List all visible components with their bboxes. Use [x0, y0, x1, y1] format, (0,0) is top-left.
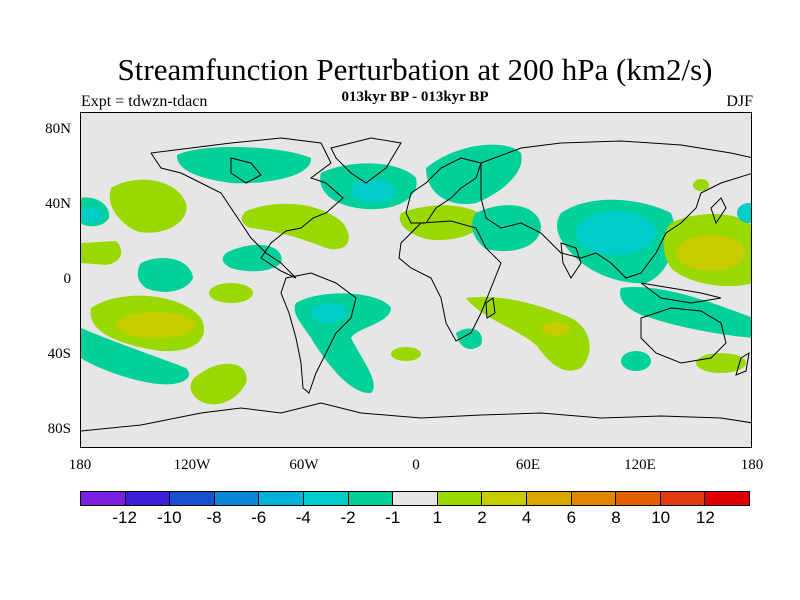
lat-label: 80N [45, 121, 71, 137]
contour-region [399, 205, 486, 241]
colorbar-label: 10 [651, 508, 671, 527]
contour-region [576, 211, 656, 255]
coastline-india [560, 242, 582, 279]
lon-label: 180 [740, 457, 764, 473]
contour-region [176, 147, 312, 184]
contour-region [81, 328, 190, 385]
colorbar-label: 12 [695, 508, 715, 527]
coastline-south-america [280, 272, 357, 394]
colorbar-label: 8 [611, 508, 621, 527]
coastline-new-zealand [735, 351, 750, 376]
experiment-label: Expt = tdwzn-tdacn [81, 93, 208, 110]
colorbar-box [393, 492, 438, 505]
colorbar-box [705, 492, 749, 505]
colorbar-label: -8 [206, 508, 222, 527]
coastlines [81, 137, 751, 432]
lon-label: 120E [624, 457, 656, 473]
contour-region [456, 328, 482, 349]
contour-region [693, 179, 709, 191]
contour-region [311, 303, 347, 323]
colorbar-box [214, 492, 260, 505]
coastline-africa [398, 220, 502, 342]
contour-region [109, 179, 187, 233]
colorbar-box [482, 492, 527, 505]
colorbar-label: 6 [566, 508, 577, 527]
colorbar [80, 491, 750, 506]
contour-fields [81, 144, 751, 405]
lon-label: 180 [68, 457, 92, 473]
colorbar-label: 1 [432, 508, 443, 527]
contour-region [81, 241, 122, 265]
colorbar-box [437, 492, 483, 505]
contour-region [676, 235, 746, 271]
contour-region [351, 179, 395, 203]
season-label: DJF [726, 93, 753, 110]
contour-region [137, 258, 193, 292]
contour-region [81, 207, 103, 223]
colorbar-box [348, 492, 394, 505]
contour-region [472, 205, 541, 252]
colorbar-box [170, 492, 215, 505]
coastline-australia [640, 307, 727, 364]
map-svg [81, 113, 751, 447]
lat-label: 40N [45, 196, 71, 212]
colorbar-box [571, 492, 617, 505]
lon-label: 60W [289, 457, 319, 473]
contour-region [222, 244, 282, 272]
colorbar-box [660, 492, 706, 505]
coastline-japan [710, 197, 727, 225]
colorbar-box [303, 492, 349, 505]
lon-label: 120W [173, 457, 211, 473]
contour-region [426, 144, 522, 205]
colorbar-label: -4 [295, 508, 311, 527]
colorbar-label: 4 [521, 508, 532, 527]
contour-region [241, 203, 349, 250]
coastline-madagascar [485, 297, 496, 319]
colorbar-box [259, 492, 304, 505]
colorbar-box [526, 492, 572, 505]
contour-region [190, 363, 247, 405]
lon-label: 60E [515, 457, 541, 473]
lat-label: 80S [47, 421, 71, 437]
colorbar-label: -6 [251, 508, 267, 527]
colorbar-box [81, 492, 126, 505]
contour-region [116, 312, 196, 338]
contour-region [737, 203, 751, 223]
coastline-indonesia [640, 282, 722, 304]
colorbar-label: 2 [477, 508, 487, 527]
colorbar-label: -10 [157, 508, 182, 527]
contour-region [391, 347, 421, 361]
chart-title: Streamfunction Perturbation at 200 hPa (… [117, 52, 713, 87]
coastline-asia [480, 140, 751, 279]
lat-label: 40S [47, 346, 71, 362]
contour-region [621, 351, 651, 371]
coastline-north-america [150, 137, 344, 279]
coastline-hudson [230, 157, 262, 184]
colorbar-label: -12 [112, 508, 137, 527]
colorbar-label: -1 [385, 508, 401, 527]
contour-region [542, 322, 570, 336]
contour-region [696, 353, 746, 373]
lat-label: 0 [63, 271, 72, 287]
coastline-greenland [330, 137, 402, 184]
colorbar-box [616, 492, 661, 505]
coastline-antarctica [81, 402, 751, 432]
chart-subtitle: 013kyr BP - 013kyr BP [341, 89, 489, 105]
colorbar-label: -2 [340, 508, 356, 527]
map-panel [80, 112, 752, 448]
contour-region [466, 296, 590, 371]
contour-region [620, 287, 751, 338]
lon-label: 0 [412, 457, 420, 473]
colorbar-box [125, 492, 171, 505]
contour-region [209, 283, 253, 303]
